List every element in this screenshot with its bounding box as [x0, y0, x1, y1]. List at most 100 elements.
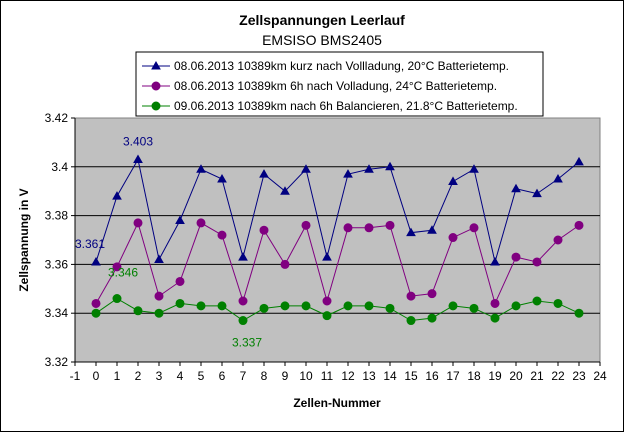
data-point	[364, 223, 374, 233]
data-point	[532, 257, 542, 267]
data-point	[469, 223, 479, 233]
legend-box	[135, 51, 544, 117]
legend: 08.06.2013 10389km kurz nach Vollladung,…	[135, 51, 544, 117]
y-tick-label: 3.32	[45, 355, 69, 369]
data-point	[406, 291, 416, 301]
data-point	[448, 301, 458, 311]
data-point	[406, 227, 416, 237]
legend-marker	[151, 81, 161, 91]
y-axis-label: Zellspannung in V	[17, 188, 31, 291]
series-2	[91, 294, 584, 326]
data-point	[385, 161, 395, 171]
data-point	[322, 311, 332, 321]
data-point	[427, 225, 437, 234]
y-tick-label: 3.34	[45, 306, 69, 320]
y-tick-label: 3.4	[51, 160, 68, 174]
x-tick-label: 10	[299, 369, 313, 383]
data-point	[553, 173, 563, 183]
data-point	[490, 313, 500, 323]
data-point	[427, 313, 437, 323]
data-point	[322, 296, 332, 306]
x-tick-label: 7	[240, 369, 247, 383]
data-label: 3.403	[123, 134, 153, 148]
x-tick-label: 23	[572, 369, 586, 383]
data-point	[112, 262, 122, 272]
data-point	[217, 173, 227, 183]
data-point	[406, 316, 416, 326]
legend-label: 09.06.2013 10389km nach 6h Balancieren, …	[174, 99, 518, 113]
data-point	[553, 235, 563, 245]
data-point	[490, 298, 500, 308]
data-point	[574, 308, 584, 318]
data-point	[259, 169, 269, 178]
x-tick-label: 3	[156, 369, 163, 383]
data-label: 3.337	[232, 336, 262, 350]
x-tick-label: 15	[404, 369, 418, 383]
x-tick-label: 18	[467, 369, 481, 383]
data-point	[91, 298, 101, 308]
x-tick-label: 16	[425, 369, 439, 383]
data-point	[175, 276, 185, 286]
legend-label: 08.06.2013 10389km kurz nach Vollladung,…	[174, 59, 509, 73]
data-point	[532, 296, 542, 306]
data-point	[154, 254, 164, 264]
x-tick-label: 21	[530, 369, 544, 383]
data-point	[322, 252, 332, 261]
data-point	[133, 154, 143, 163]
data-point	[385, 220, 395, 230]
x-tick-label: 14	[383, 369, 397, 383]
x-tick-label: 9	[282, 369, 289, 383]
data-point	[259, 225, 269, 235]
y-tick-label: 3.36	[45, 257, 69, 271]
data-point	[511, 301, 521, 311]
chart-subtitle: EMSISO BMS2405	[262, 32, 382, 48]
x-tick-label: 20	[509, 369, 523, 383]
data-point	[364, 301, 374, 311]
data-label: 3.361	[75, 237, 105, 251]
data-point	[511, 183, 521, 193]
data-point	[343, 223, 353, 233]
data-point	[448, 176, 458, 185]
data-point	[448, 233, 458, 243]
data-label: 3.346	[108, 266, 138, 280]
data-point	[574, 220, 584, 230]
chart-title: Zellspannungen Leerlauf	[239, 12, 405, 28]
x-tick-label: 8	[261, 369, 268, 383]
data-point	[280, 301, 290, 311]
plot-area	[74, 117, 601, 363]
data-point	[364, 164, 374, 173]
data-point	[154, 308, 164, 318]
data-point	[238, 252, 248, 261]
data-point	[91, 308, 101, 318]
data-point	[427, 289, 437, 299]
data-point	[133, 306, 143, 316]
data-point	[259, 303, 269, 313]
data-point	[343, 301, 353, 311]
data-point	[175, 298, 185, 308]
data-point	[511, 252, 521, 262]
x-tick-label: 24	[593, 369, 607, 383]
x-tick-label: 13	[362, 369, 376, 383]
data-point	[217, 301, 227, 311]
x-tick-label: 1	[114, 369, 121, 383]
series-0	[91, 154, 584, 266]
series-layer	[91, 154, 584, 326]
data-point	[196, 164, 206, 173]
data-point	[196, 218, 206, 228]
data-point	[385, 303, 395, 313]
data-point	[574, 156, 584, 166]
data-point	[301, 164, 311, 173]
x-tick-label: 4	[177, 369, 184, 383]
legend-label: 08.06.2013 10389km 6h nach Volladung, 24…	[174, 79, 497, 93]
data-point	[175, 215, 185, 224]
data-point	[490, 256, 500, 266]
data-point	[238, 316, 248, 326]
x-tick-label: 5	[198, 369, 205, 383]
data-point	[280, 186, 290, 195]
x-tick-label: 2	[135, 369, 142, 383]
data-point	[343, 169, 353, 178]
data-point	[112, 294, 122, 304]
x-axis-label: Zellen-Nummer	[293, 396, 381, 410]
data-point	[301, 301, 311, 311]
legend-marker	[151, 101, 161, 111]
